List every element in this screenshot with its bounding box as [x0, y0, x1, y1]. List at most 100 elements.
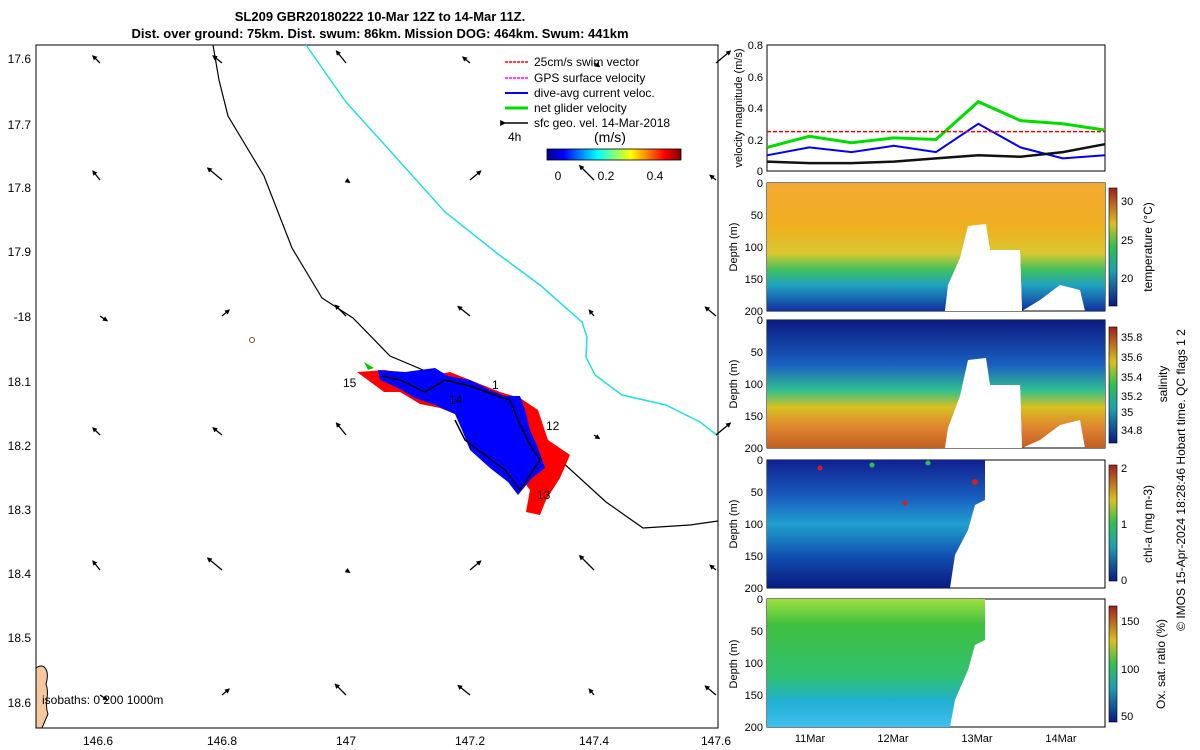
velocity-series	[766, 99, 1106, 165]
temperature-y-label: Depth (m)	[728, 223, 740, 272]
legend-label-sfc: sfc geo. vel. 14-Mar-2018	[534, 116, 670, 130]
chla-high-point	[972, 479, 978, 485]
current-vector-arrow	[704, 685, 717, 696]
time-x-tick: 14Mar	[1045, 733, 1077, 745]
velocity-y-label: velocity magnitude (m/s)	[733, 48, 745, 167]
salinity-cbar-tick: 35	[1121, 407, 1133, 419]
depth-tick: 200	[745, 583, 763, 595]
depth-tick: 0	[757, 594, 763, 606]
current-vector-arrow	[335, 50, 347, 64]
glider-track	[381, 375, 541, 492]
map-panel: 15 14 1 12 13 146.6 146.8 147 147.2 147.…	[8, 44, 732, 748]
chla-colorbar	[1108, 464, 1118, 582]
time-x-tick: 11Mar	[795, 733, 826, 745]
chla-high-point	[902, 500, 908, 506]
time-x-tick: 13Mar	[961, 733, 993, 745]
map-y-tick: 18.2	[8, 439, 32, 453]
legend-label-net: net glider velocity	[534, 101, 627, 115]
current-vector-arrow	[92, 170, 101, 181]
velocity-frame	[766, 44, 1106, 172]
depth-tick: 150	[745, 690, 763, 702]
colorbar-tick: 0.4	[647, 169, 664, 183]
salinity-cbar-tick: 35.2	[1121, 391, 1142, 403]
salinity-cbar-tick: 35.4	[1121, 372, 1142, 384]
depth-tick: 150	[745, 551, 763, 563]
figure-title-line1: SL209 GBR20180222 10-Mar 12Z to 14-Mar 1…	[234, 9, 526, 24]
current-vector-arrow	[212, 55, 223, 64]
salinity-cbar-tick: 35.6	[1121, 352, 1142, 364]
map-x-tick: 147.6	[701, 734, 731, 748]
map-legend: 25cm/s swim vector GPS surface velocity …	[500, 55, 682, 183]
current-vector-arrow	[335, 422, 347, 436]
day-label-11: 1	[492, 378, 499, 392]
salinity-cbar-tick: 35.8	[1121, 332, 1142, 344]
velocity-y-tick: 0.8	[748, 40, 763, 52]
oxygen-colorbar	[1108, 605, 1118, 723]
current-vector-arrow	[221, 309, 230, 317]
coastline	[212, 44, 719, 529]
depth-tick: 200	[745, 722, 763, 734]
current-vector-arrow	[469, 170, 482, 181]
current-vector-arrow	[344, 567, 351, 573]
temperature-cbar-label: temperature (°C)	[1141, 202, 1155, 292]
chla-high-point	[925, 460, 931, 466]
dive-avg-current-swath	[378, 368, 545, 495]
velocity-y-tick: 0	[757, 166, 763, 178]
map-y-tick: 18.6	[8, 696, 32, 710]
day-label-15: 15	[343, 376, 357, 390]
current-vector-arrow	[715, 50, 732, 64]
current-vector-arrow	[99, 315, 109, 322]
oxygen-cbar-tick: 150	[1121, 616, 1139, 628]
depth-tick: 150	[745, 411, 763, 423]
current-vector-arrow	[593, 62, 601, 68]
depth-tick: 50	[751, 347, 763, 359]
map-x-tick: 147	[336, 734, 356, 748]
depth-tick: 50	[751, 626, 763, 638]
colorbar-unit: (m/s)	[594, 129, 626, 145]
velocity-series-line	[766, 142, 1106, 165]
salinity-blank	[945, 358, 1022, 448]
speed-colorbar	[546, 148, 682, 161]
legend-label-swim: 25cm/s swim vector	[534, 55, 639, 69]
oxygen-y-label: Depth (m)	[728, 640, 740, 689]
temperature-cbar-tick: 30	[1121, 196, 1133, 208]
temperature-blank	[945, 224, 1022, 311]
sfc-geo-velocity-field	[92, 50, 732, 701]
current-vector-arrow	[709, 564, 717, 571]
velocity-y-tick: 0.2	[748, 135, 763, 147]
current-vector-arrow	[578, 554, 595, 571]
depth-tick: 200	[745, 306, 763, 318]
salinity-colorbar	[1108, 326, 1118, 444]
salinity-cbar-tick: 34.8	[1121, 425, 1142, 437]
day-label-14: 14	[449, 393, 463, 407]
map-y-tick: 18.4	[8, 567, 32, 581]
current-vector-arrow	[704, 306, 717, 317]
map-x-axis: 146.6 146.8 147 147.2 147.4 147.6	[83, 734, 731, 748]
chla-high-point	[817, 465, 823, 471]
map-y-tick: 17.9	[8, 245, 32, 259]
day-label-12: 12	[546, 419, 560, 433]
map-y-tick: 17.6	[8, 52, 32, 66]
temperature-cbar-tick: 20	[1121, 273, 1133, 285]
chla-cbar-label: chl-a (mg m-3)	[1141, 485, 1155, 563]
depth-tick: 200	[745, 443, 763, 455]
temperature-cbar-tick: 25	[1121, 235, 1133, 247]
depth-tick: 0	[757, 178, 763, 190]
depth-tick: 0	[757, 455, 763, 467]
map-y-tick: 18.5	[8, 631, 32, 645]
current-vector-arrow	[469, 560, 482, 571]
current-vector-arrow	[457, 305, 471, 317]
chla-cbar-tick: 2	[1121, 463, 1127, 475]
profile-panels: Depth (m) 30 25 20 temperature (°C) Dept…	[728, 178, 1170, 745]
net-glider-velocity-mark	[364, 362, 374, 370]
map-y-tick: 18.1	[8, 375, 32, 389]
velocity-panel: 0.8 0.6 0.4 0.2 0 velocity magnitude (m/…	[733, 40, 1106, 178]
chla-cbar-tick: 1	[1121, 519, 1127, 531]
map-y-tick: -18	[14, 310, 32, 324]
current-vector-arrow	[588, 688, 595, 696]
temperature-colorbar	[1108, 187, 1118, 307]
map-x-tick: 147.2	[455, 734, 485, 748]
current-vector-arrow	[578, 164, 595, 181]
current-vector-arrow	[457, 684, 471, 696]
oxygen-panel: Depth (m) 150 100 50 Ox. sat. ratio (%)	[728, 598, 1168, 728]
